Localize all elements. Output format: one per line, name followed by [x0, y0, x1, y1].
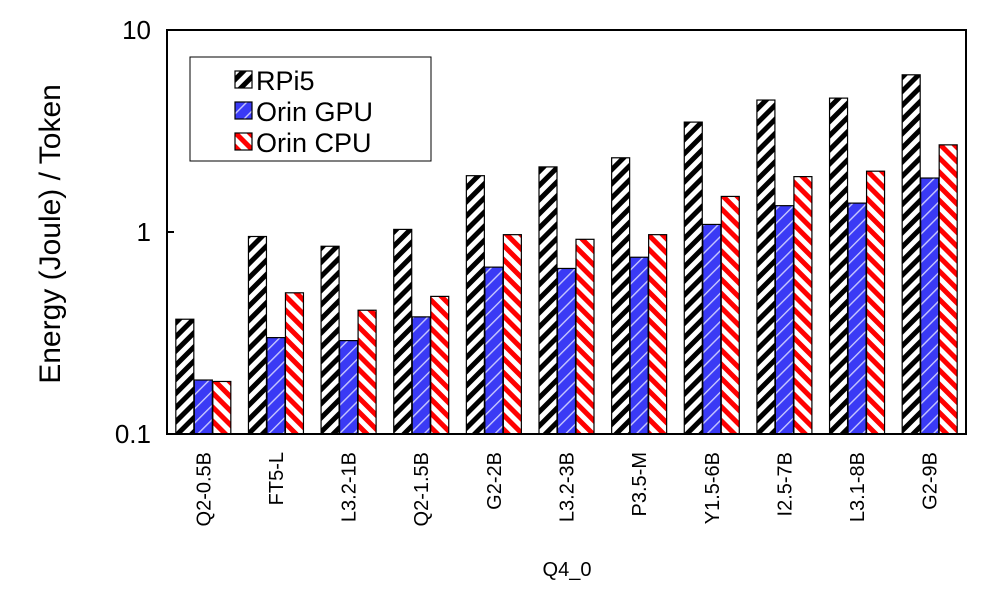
- x-tick-label: L3.2-1B: [339, 452, 361, 522]
- bar-orin-cpu-i2-5-7b: [793, 176, 813, 435]
- bar-orin-gpu-l3-1-8b: [847, 202, 867, 435]
- x-tick-label: Q2-1.5B: [411, 452, 433, 526]
- legend-box: [189, 56, 432, 162]
- bar-orin-cpu-g2-9b: [938, 144, 958, 435]
- x-tick-label: L3.1-8B: [847, 452, 869, 522]
- axis-layer: Q2-0.5B FT5-L L3.2-1B Q2-1.5B G2-2B L3.2-3B P3…: [115, 15, 967, 526]
- bar-rpi5-l3-1-8b: [828, 97, 849, 435]
- legend-label-orin-gpu: Orin GPU: [256, 97, 373, 127]
- bar-rpi5-q2-0-5b: [175, 318, 195, 435]
- bar-rpi5-g2-2b: [465, 175, 485, 435]
- legend-label-rpi5: RPi5: [256, 66, 315, 96]
- x-tick-label: L3.2-3B: [557, 452, 579, 522]
- bar-orin-gpu-g2-9b: [920, 177, 940, 435]
- bar-orin-cpu-q2-1-5b: [430, 295, 450, 435]
- bar-orin-gpu-l3-2-1b: [338, 340, 359, 435]
- bar-orin-cpu-g2-2b: [502, 234, 522, 435]
- bar-orin-gpu-q2-1-5b: [411, 316, 431, 435]
- bar-rpi5-g2-9b: [901, 74, 921, 435]
- y-tick-label: 1: [137, 217, 151, 247]
- bar-orin-cpu-l3-1-8b: [865, 170, 886, 435]
- legend-swatch-orin-cpu: [234, 132, 253, 151]
- bar-orin-cpu-q2-0-5b: [212, 380, 232, 435]
- bar-orin-cpu-l3-2-3b: [575, 238, 595, 435]
- x-tick-label: G2-9B: [920, 452, 942, 510]
- bar-orin-gpu-ft5-l: [266, 337, 286, 435]
- bar-rpi5-p3-5-m: [611, 157, 631, 435]
- y-axis-title: Energy (Joule) / Token: [34, 84, 67, 384]
- bar-rpi5-l3-2-1b: [320, 245, 340, 435]
- bar-rpi5-q2-1-5b: [393, 228, 413, 435]
- y-tick-label: 10: [122, 15, 151, 45]
- bar-orin-gpu-q2-0-5b: [193, 379, 213, 435]
- bar-orin-gpu-l3-2-3b: [556, 267, 577, 435]
- x-tick-label: Y1.5-6B: [702, 452, 724, 524]
- legend-label-orin-cpu: Orin CPU: [256, 128, 372, 158]
- bar-orin-gpu-p3-5-m: [629, 256, 649, 435]
- bar-orin-cpu-ft5-l: [284, 292, 305, 435]
- x-tick-label: FT5-L: [266, 452, 288, 505]
- x-axis-title: Q4_0: [543, 559, 592, 581]
- bar-orin-gpu-y1-5-6b: [702, 223, 722, 435]
- bar-orin-cpu-l3-2-1b: [357, 309, 377, 435]
- bar-rpi5-l3-2-3b: [538, 166, 558, 435]
- bar-orin-gpu-i2-5-7b: [774, 205, 795, 435]
- legend-swatch-orin-gpu: [234, 101, 253, 120]
- bar-orin-cpu-y1-5-6b: [720, 195, 740, 435]
- bars-layer: [175, 74, 958, 435]
- bar-rpi5-ft5-l: [247, 235, 268, 435]
- y-tick-label: 0.1: [115, 419, 151, 449]
- bar-orin-gpu-g2-2b: [484, 266, 504, 435]
- x-tick-label: P3.5-M: [629, 452, 651, 516]
- x-tick-label: G2-2B: [484, 452, 506, 510]
- bar-orin-cpu-p3-5-m: [648, 234, 668, 435]
- x-tick-label: I2.5-7B: [774, 452, 796, 516]
- x-tick-label: Q2-0.5B: [193, 452, 215, 526]
- legend-swatch-rpi5: [234, 70, 253, 89]
- bar-rpi5-y1-5-6b: [683, 121, 703, 435]
- bar-rpi5-i2-5-7b: [756, 99, 776, 435]
